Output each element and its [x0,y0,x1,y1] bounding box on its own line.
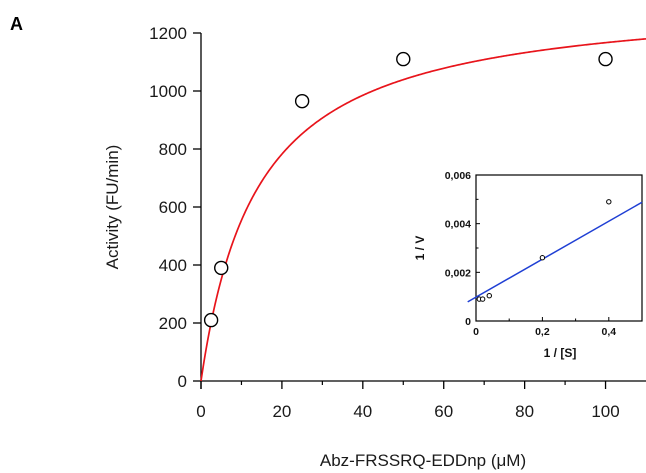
inset-frame [475,174,643,322]
inset-x-tick-label: 0,4 [601,326,616,338]
x-tick-label: 80 [515,402,534,421]
y-tick-label: 800 [159,140,187,159]
x-tick-label: 40 [353,402,372,421]
y-tick-label: 600 [159,198,187,217]
x-tick-label: 100 [591,402,619,421]
inset-x-axis-title: 1 / [S] [544,346,577,360]
x-tick-label: 0 [196,402,205,421]
data-point [203,312,219,328]
y-axis-title: Activity (FU/min) [103,145,122,270]
x-tick-label: 60 [434,402,453,421]
michaelis-menten-fit-curve [200,38,646,382]
data-point [396,51,411,67]
data-point [598,51,613,67]
y-tick-label: 0 [178,372,187,391]
inset-data-point [486,292,492,299]
inset-x-tick-label: 0,2 [535,326,550,338]
y-tick-label: 200 [159,314,187,333]
y-tick-label: 1200 [149,24,187,43]
inset-y-tick-label: 0,004 [445,219,471,231]
lineweaver-burk-fit-line [467,201,643,303]
inset-data-point [539,255,546,261]
data-point [214,260,229,276]
inset-data-point [606,199,612,205]
y-tick-label: 1000 [149,82,187,101]
y-tick-label: 400 [159,256,187,275]
inset-y-tick-label: 0,006 [445,170,471,182]
inset-y-tick-label: 0,002 [445,267,471,279]
data-point [294,93,310,109]
inset-y-axis-title: 1 / V [413,236,427,261]
x-tick-label: 20 [272,402,291,421]
panel-label: A [10,14,23,34]
x-axis-title: Abz-FRSSRQ-EDDnp (μM) [320,451,526,470]
inset-x-tick-label: 0 [473,326,479,338]
main-chart: 0 20 40 60 80 100020040060080010001200Abz-FRS… [103,24,646,470]
inset-y-tick-label: 0 [465,316,471,328]
inset-data-point [479,296,486,302]
inset-chart: 0 0,2 0,4 0 0,002 0,004 0,006 1 / [S] 1 / V [413,170,643,360]
